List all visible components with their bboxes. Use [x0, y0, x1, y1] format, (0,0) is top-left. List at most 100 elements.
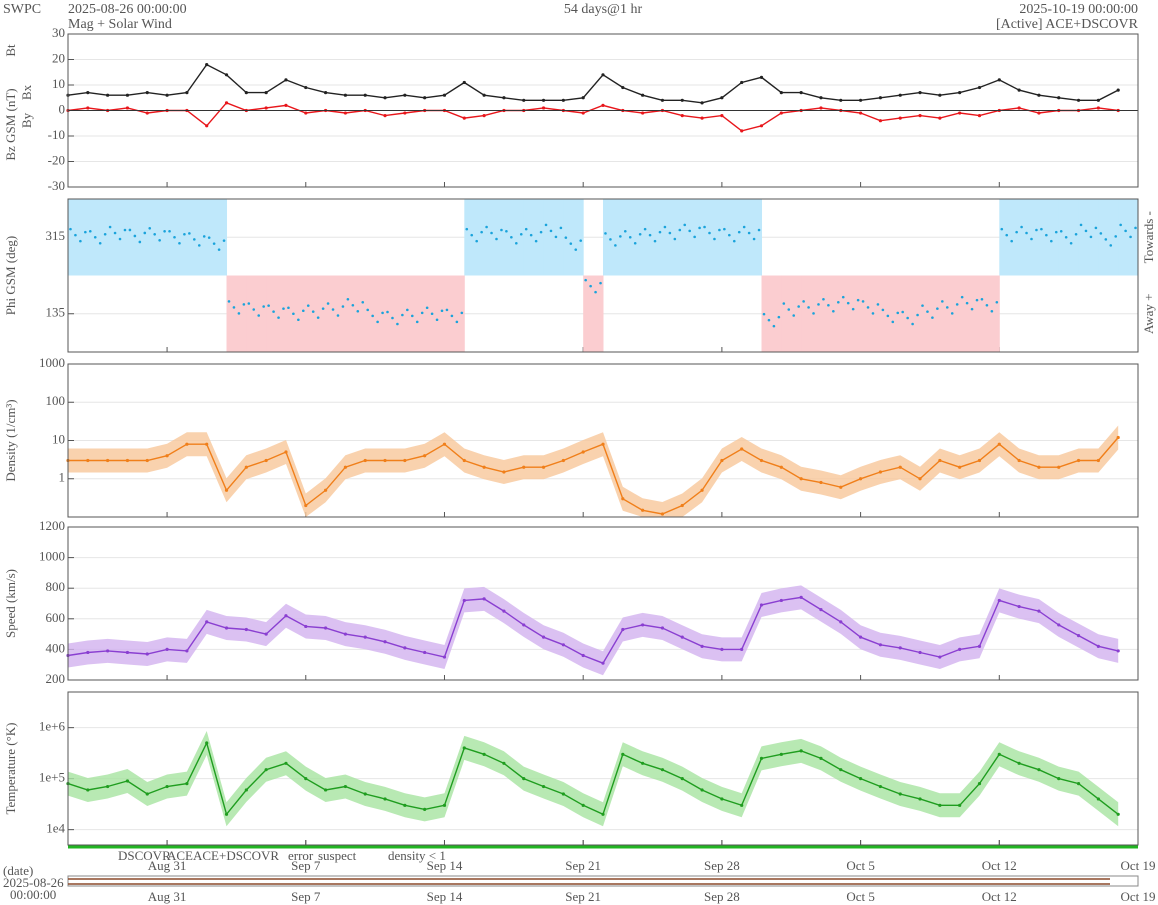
phi-point	[84, 230, 87, 234]
phi-point	[292, 312, 295, 316]
phi-point	[376, 320, 379, 324]
data-point	[878, 643, 883, 647]
data-point	[1017, 106, 1021, 110]
sector-shade	[900, 275, 921, 352]
data-point	[244, 91, 248, 95]
phi-point	[856, 298, 860, 302]
data-point	[224, 488, 229, 492]
data-point	[145, 458, 149, 463]
phi-point	[193, 238, 196, 241]
right-label-group: Towards -	[1141, 211, 1156, 263]
data-point	[205, 124, 209, 128]
sector-shade	[167, 199, 188, 276]
data-point	[125, 779, 130, 783]
data-point	[165, 784, 169, 789]
panel-frame	[67, 691, 1139, 846]
phi-point	[381, 311, 384, 315]
y-axis-label: By	[19, 112, 34, 128]
phi-point	[594, 290, 597, 294]
sector-shade	[1058, 199, 1080, 276]
phi-point	[544, 223, 548, 227]
data-point	[977, 781, 982, 786]
data-point	[898, 646, 902, 650]
data-point	[423, 454, 427, 458]
data-point	[343, 784, 348, 789]
data-point	[541, 635, 546, 639]
sector-shade	[127, 199, 148, 276]
phi-point	[217, 248, 221, 251]
data-point	[700, 644, 704, 648]
y-axis-label: Temperature (°K)	[3, 723, 18, 815]
phi-point	[262, 305, 265, 308]
data-point	[759, 75, 764, 79]
phi-point	[79, 239, 82, 243]
phi-point	[455, 320, 459, 324]
phi-point	[886, 314, 890, 318]
data-point	[799, 477, 803, 481]
data-point	[442, 803, 447, 807]
sector-shade	[959, 275, 980, 352]
sector-shade	[860, 275, 881, 352]
phi-point	[970, 307, 974, 311]
phi-point	[1089, 235, 1093, 239]
phi-point	[851, 307, 855, 311]
source: [Active] ACE+DSCOVR	[996, 17, 1139, 32]
phi-point	[500, 228, 503, 232]
phi-point	[841, 295, 845, 299]
sector-shade	[285, 275, 307, 352]
date-bar	[67, 875, 1139, 887]
y-tick-label: 30	[52, 25, 65, 40]
phi-point	[990, 309, 994, 313]
sector-shade	[365, 275, 386, 352]
phi-point	[519, 232, 523, 236]
sector-label: Away +	[1141, 294, 1156, 334]
data-point	[363, 792, 367, 796]
phi-point	[678, 228, 682, 232]
phi-point	[1069, 241, 1073, 245]
data-point	[264, 106, 268, 110]
y-tick-label: 600	[46, 610, 66, 625]
data-point	[304, 624, 308, 629]
data-point	[363, 93, 367, 97]
sector-shade	[266, 275, 287, 352]
sector-shade	[444, 275, 465, 352]
data-point	[442, 442, 447, 446]
data-point	[403, 111, 407, 115]
phi-point	[108, 225, 112, 229]
phi-point	[425, 306, 429, 310]
phi-point	[663, 225, 667, 229]
data-point	[997, 78, 1001, 82]
data-point	[997, 442, 1001, 446]
sector-shade	[920, 275, 941, 352]
data-point	[700, 101, 704, 105]
data-point	[858, 98, 863, 102]
data-point	[858, 111, 863, 115]
x-tick-label: Oct 5	[846, 858, 875, 873]
phi-point	[985, 303, 989, 307]
phi-point	[782, 302, 786, 305]
phi-point	[708, 231, 711, 235]
x-tick-label: Sep 7	[291, 858, 321, 873]
data-point	[720, 647, 724, 652]
x-tick-label: Oct 19	[1120, 889, 1155, 904]
phi-point	[386, 310, 389, 314]
y-axis-label: Density (1/cm³)	[3, 399, 18, 481]
data-point	[403, 458, 407, 463]
phi-point	[812, 312, 815, 315]
data-point	[224, 73, 229, 77]
data-point	[561, 643, 565, 647]
data-point	[1057, 777, 1061, 781]
y-tick-label: 0	[59, 101, 66, 116]
phi-point	[628, 235, 632, 239]
phi-point	[931, 316, 934, 319]
phi-point	[723, 227, 726, 231]
data-point	[106, 93, 110, 97]
phi-point	[158, 238, 161, 242]
sector-shade	[305, 275, 327, 352]
phi-point	[728, 233, 731, 237]
data-point	[958, 111, 962, 115]
phi-point	[797, 305, 800, 308]
phi-point	[941, 300, 944, 303]
phi-point	[822, 297, 825, 301]
phi-point	[163, 229, 166, 233]
